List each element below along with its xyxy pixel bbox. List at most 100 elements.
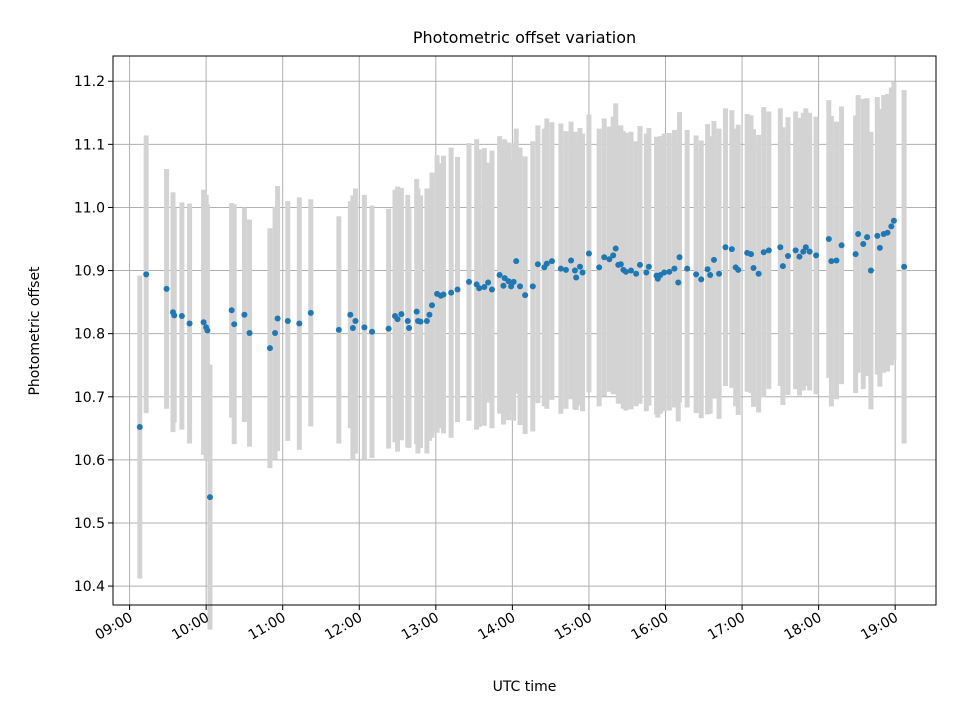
data-point: [349, 324, 356, 331]
data-point: [698, 276, 705, 283]
data-point: [385, 325, 392, 332]
data-point: [612, 245, 619, 252]
data-point: [522, 292, 529, 299]
plot-frame: [112, 55, 937, 606]
data-point: [562, 266, 569, 273]
data-point: [813, 252, 820, 259]
data-point: [361, 324, 368, 331]
data-point: [802, 244, 809, 251]
data-point: [585, 250, 592, 257]
data-point: [571, 267, 578, 274]
data-point: [671, 265, 678, 272]
data-point: [307, 309, 314, 316]
data-point: [676, 254, 683, 261]
data-point: [800, 248, 807, 255]
data-point: [206, 494, 213, 501]
data-point: [284, 318, 291, 325]
data-point: [200, 319, 207, 326]
data-point: [476, 285, 483, 292]
data-point: [645, 263, 652, 270]
data-point: [413, 308, 420, 315]
chart-title: Photometric offset variation: [413, 28, 636, 47]
data-point: [143, 271, 150, 278]
data-point: [454, 286, 461, 293]
data-point: [510, 278, 517, 285]
data-point: [628, 267, 635, 274]
data-point: [750, 265, 757, 272]
data-point: [398, 311, 405, 318]
data-point: [369, 328, 376, 335]
data-point: [596, 264, 603, 271]
data-point: [707, 271, 714, 278]
data-point: [246, 330, 253, 337]
data-point: [874, 232, 881, 239]
data-point: [617, 261, 624, 268]
data-point: [888, 223, 895, 230]
data-point: [485, 279, 492, 286]
y-axis-ticks: 10.4 10.5 10.6 10.7 10.8 10.9 11.0 11.1 11.2: [74, 74, 113, 595]
data-point: [272, 330, 279, 337]
data-point: [163, 285, 170, 292]
data-point: [266, 345, 273, 352]
data-point: [517, 283, 524, 290]
data-point: [543, 260, 550, 267]
data-point: [765, 247, 772, 254]
data-point: [579, 269, 586, 276]
data-point: [722, 244, 729, 251]
data-point: [296, 320, 303, 327]
data-point: [231, 321, 238, 328]
data-point: [860, 241, 867, 248]
y-tick-label: 10.8: [74, 327, 105, 343]
y-tick-label: 11.0: [74, 200, 105, 216]
data-point: [876, 244, 883, 251]
data-point: [352, 318, 359, 325]
data-point: [573, 274, 580, 281]
data-point: [241, 311, 248, 318]
data-point: [204, 327, 211, 334]
data-point: [440, 291, 447, 298]
y-tick-label: 10.5: [74, 516, 105, 532]
data-point: [666, 268, 673, 275]
data-point: [828, 258, 835, 265]
data-point: [557, 265, 564, 272]
data-point: [833, 257, 840, 264]
data-point: [684, 265, 691, 272]
data-point: [610, 252, 617, 259]
data-point: [693, 271, 700, 278]
y-tick-label: 10.6: [74, 453, 105, 469]
data-point: [577, 263, 584, 270]
data-point: [825, 236, 832, 242]
data-point: [838, 242, 845, 249]
data-point: [529, 283, 536, 290]
data-point: [760, 249, 767, 256]
data-point: [777, 244, 784, 251]
data-point: [394, 316, 401, 323]
data-point: [136, 424, 143, 431]
data-point: [710, 256, 717, 263]
data-point: [228, 307, 235, 314]
data-point: [417, 318, 424, 325]
data-point: [747, 251, 754, 258]
data-point: [406, 324, 413, 331]
y-axis-label: Photometric offset: [27, 266, 43, 396]
data-point: [884, 229, 891, 236]
data-point: [633, 270, 640, 277]
data-point: [465, 278, 472, 285]
data-point: [496, 271, 503, 278]
data-point: [568, 257, 575, 264]
y-tick-label: 11.2: [74, 74, 105, 90]
data-point: [735, 266, 742, 273]
data-point: [852, 251, 859, 258]
data-point: [508, 283, 515, 290]
data-point: [481, 283, 488, 290]
x-axis-label: UTC time: [493, 679, 557, 695]
data-point: [728, 246, 735, 253]
y-tick-label: 10.4: [74, 579, 105, 595]
data-point: [178, 312, 185, 319]
data-point: [792, 247, 799, 254]
data-point: [643, 269, 650, 276]
data-points: [136, 217, 908, 501]
data-point: [890, 217, 897, 224]
data-point: [186, 320, 193, 327]
data-point: [500, 282, 507, 289]
